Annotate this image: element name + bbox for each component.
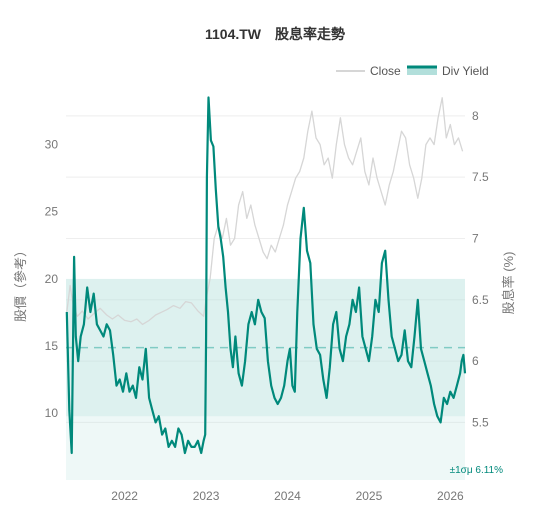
close-line — [66, 97, 464, 326]
yield-line — [65, 96, 467, 455]
legend-close-label[interactable]: Close — [370, 64, 401, 78]
right-axis-ticks: 5.5 6 6.5 7 7.5 8 — [472, 109, 489, 430]
close-series — [66, 97, 464, 326]
left-tick-label: 25 — [45, 205, 59, 219]
x-tick-label: 2022 — [111, 489, 138, 503]
right-tick-label: 8 — [472, 109, 479, 123]
legend-yield-swatch-band[interactable] — [407, 66, 437, 75]
x-tick-label: 2025 — [356, 489, 383, 503]
legend-yield-label[interactable]: Div Yield — [442, 64, 489, 78]
yield-series — [65, 96, 467, 455]
yield-area-fill — [66, 278, 465, 480]
band-label: ±1σμ 6.11% — [450, 465, 503, 476]
left-tick-label: 30 — [45, 138, 59, 152]
x-axis-ticks: 2022 2023 2024 2025 2026 — [111, 489, 464, 503]
right-tick-label: 5.5 — [472, 415, 489, 429]
left-axis-label: 股價（參考） — [13, 244, 28, 322]
right-tick-label: 6 — [472, 354, 479, 368]
right-tick-label: 7.5 — [472, 170, 489, 184]
x-tick-label: 2023 — [193, 489, 220, 503]
right-tick-label: 7 — [472, 231, 479, 245]
x-tick-label: 2024 — [274, 489, 301, 503]
left-axis-ticks: 10 15 20 25 30 — [45, 138, 59, 420]
right-axis-label: 股息率 (%) — [501, 252, 516, 315]
x-tick-label: 2026 — [437, 489, 464, 503]
legend[interactable]: Close Div Yield — [336, 64, 489, 78]
chart-title: 1104.TW 股息率走勢 — [205, 26, 345, 42]
right-tick-label: 6.5 — [472, 293, 489, 307]
left-tick-label: 20 — [45, 272, 59, 286]
left-tick-label: 10 — [45, 406, 59, 420]
left-tick-label: 15 — [45, 339, 59, 353]
yield-band — [66, 278, 465, 480]
